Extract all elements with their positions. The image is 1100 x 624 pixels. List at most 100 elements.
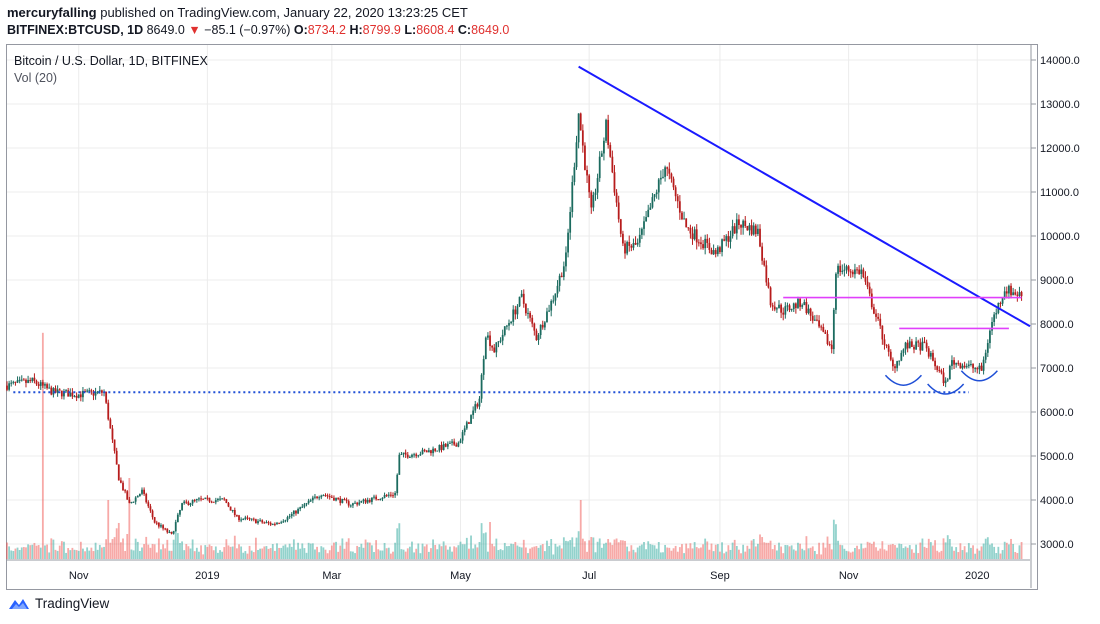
volume-bar <box>111 539 114 559</box>
candle-body <box>609 145 612 157</box>
volume-bar <box>543 551 546 559</box>
candle-body <box>434 448 437 451</box>
candle-body <box>643 221 645 229</box>
candle-body <box>856 269 858 271</box>
volume-bar <box>480 523 483 559</box>
candle-body <box>522 293 525 304</box>
candle-body <box>934 360 936 367</box>
volume-bar <box>505 546 508 559</box>
candle-body <box>972 364 974 369</box>
price-tick-label: 9000.0 <box>1040 275 1074 287</box>
candle-body <box>723 239 726 241</box>
volume-bar <box>613 539 616 559</box>
chart-plot-frame[interactable] <box>6 44 1038 590</box>
candle-body <box>1005 291 1008 294</box>
volume-bar <box>647 541 650 559</box>
time-tick-label: May <box>450 570 471 582</box>
volume-bar <box>763 542 766 559</box>
volume-bar <box>198 551 200 559</box>
candle-body <box>862 269 865 278</box>
candle-body <box>598 156 601 179</box>
volume-bar <box>868 542 871 559</box>
volume-bar <box>425 544 428 559</box>
candle-body <box>704 238 707 249</box>
candle-body <box>535 330 538 341</box>
candle-body <box>586 169 588 176</box>
candle-body <box>111 428 114 440</box>
volume-bar <box>10 550 13 559</box>
candle-body <box>942 372 945 384</box>
volume-bar <box>866 541 869 559</box>
candle-body <box>676 196 679 202</box>
volume-bar <box>432 539 434 559</box>
volume-bar <box>153 544 156 559</box>
volume-bar <box>896 547 899 559</box>
volume-bar <box>151 543 154 559</box>
author-name[interactable]: mercuryfalling <box>7 5 97 20</box>
candle-body <box>276 522 278 524</box>
candle-body <box>149 506 152 511</box>
candle-body <box>645 217 648 222</box>
volume-bar <box>375 540 378 559</box>
volume-bar <box>811 546 814 559</box>
candle-body <box>263 522 266 524</box>
volume-bar <box>607 539 610 559</box>
volume-bar <box>402 549 405 559</box>
candle-body <box>204 497 207 499</box>
brand-footer[interactable]: TradingView <box>8 596 109 611</box>
volume-title[interactable]: Vol (20) <box>14 71 58 85</box>
volume-bar <box>856 545 858 559</box>
volume-bar <box>484 532 487 559</box>
volume-bar <box>183 550 186 559</box>
candle-body <box>145 493 148 503</box>
volume-bar <box>44 545 46 559</box>
candle-body <box>617 202 620 220</box>
candle-body <box>261 520 264 523</box>
candle-body <box>630 245 633 248</box>
volume-bar <box>326 553 329 559</box>
volume-bar <box>775 550 778 559</box>
candle-body <box>752 225 755 235</box>
series-title[interactable]: Bitcoin / U.S. Dollar, 1D, BITFINEX <box>14 54 208 68</box>
volume-bar <box>638 545 641 559</box>
volume-bar <box>394 542 397 559</box>
volume-bar <box>339 545 342 559</box>
volume-bar <box>124 550 127 559</box>
candle-body <box>868 286 871 294</box>
candle-body <box>444 444 447 447</box>
volume-bar <box>864 547 867 559</box>
candle-body <box>948 365 951 380</box>
volume-bar <box>86 547 89 559</box>
candle-body <box>662 176 664 178</box>
candle-body <box>29 379 32 382</box>
candle-body <box>379 499 382 501</box>
volume-bar <box>843 548 846 559</box>
candle-body <box>117 464 120 481</box>
candle-body <box>683 218 685 220</box>
volume-bar <box>982 543 985 559</box>
volume-bar <box>299 548 302 559</box>
volume-bar <box>371 545 373 559</box>
candle-body <box>649 207 652 210</box>
candle-body <box>179 509 181 515</box>
volume-bar <box>229 546 232 559</box>
candle-body <box>615 192 618 203</box>
volume-bar <box>820 554 823 559</box>
volume-bar <box>970 547 972 559</box>
volume-bar <box>145 536 148 559</box>
volume-bar <box>92 551 95 559</box>
candle-body <box>841 270 844 272</box>
volume-bar <box>77 550 80 559</box>
candle-body <box>60 390 63 397</box>
candle-body <box>721 239 723 253</box>
candle-body <box>769 287 772 306</box>
volume-bar <box>52 539 55 559</box>
candle-body <box>77 394 80 398</box>
volume-bar <box>288 543 291 559</box>
volume-bar <box>246 553 249 559</box>
candle-body <box>109 419 112 429</box>
volume-bar <box>929 542 932 559</box>
volume-bar <box>877 550 880 559</box>
volume-bar <box>166 539 169 559</box>
